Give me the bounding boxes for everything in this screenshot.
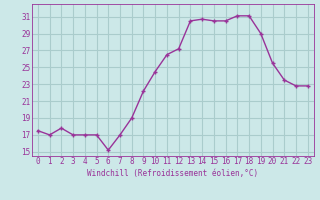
X-axis label: Windchill (Refroidissement éolien,°C): Windchill (Refroidissement éolien,°C): [87, 169, 258, 178]
